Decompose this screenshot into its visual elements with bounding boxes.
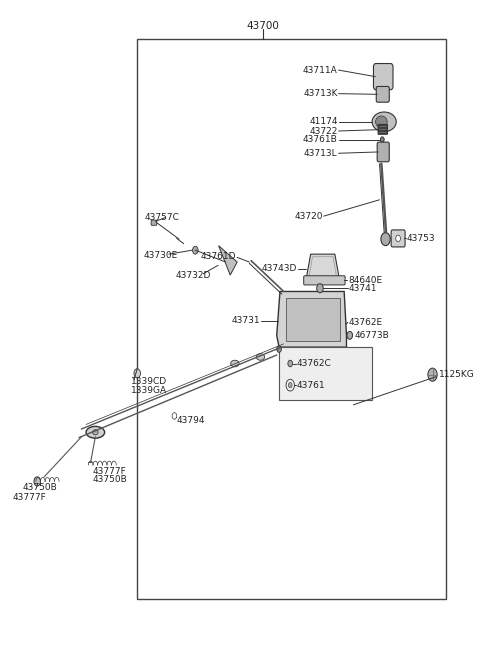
Circle shape (134, 369, 141, 378)
Text: 1125KG: 1125KG (439, 370, 475, 379)
Circle shape (34, 477, 40, 486)
Text: 43762C: 43762C (297, 359, 332, 368)
Text: 43794: 43794 (177, 416, 205, 425)
Polygon shape (277, 291, 347, 347)
Text: 43753: 43753 (407, 234, 435, 243)
FancyBboxPatch shape (391, 230, 405, 247)
Circle shape (277, 346, 281, 352)
FancyBboxPatch shape (151, 220, 157, 225)
Text: 43757C: 43757C (144, 213, 179, 222)
Circle shape (192, 246, 198, 254)
Polygon shape (306, 254, 339, 280)
Polygon shape (218, 246, 237, 275)
Bar (137, 39, 446, 599)
Text: 43777F: 43777F (13, 493, 47, 502)
Text: 43777F: 43777F (93, 467, 127, 476)
Ellipse shape (86, 426, 105, 438)
Text: 46773B: 46773B (354, 331, 389, 340)
Text: 43761D: 43761D (201, 252, 236, 261)
Text: 41174: 41174 (309, 117, 337, 126)
Ellipse shape (372, 112, 396, 132)
FancyBboxPatch shape (373, 64, 393, 90)
Text: 43720: 43720 (294, 212, 323, 221)
Text: 43741: 43741 (349, 284, 377, 293)
FancyBboxPatch shape (377, 142, 389, 162)
Text: 43761B: 43761B (303, 135, 337, 144)
Text: 43732D: 43732D (176, 271, 211, 280)
Text: 43711A: 43711A (303, 66, 337, 75)
Text: 43750B: 43750B (93, 475, 128, 484)
Text: 43762E: 43762E (349, 318, 383, 327)
Text: 43713L: 43713L (304, 149, 337, 158)
Ellipse shape (256, 354, 264, 360)
Circle shape (288, 360, 292, 367)
Ellipse shape (231, 360, 239, 367)
Text: 1339CD: 1339CD (131, 377, 167, 386)
Circle shape (317, 284, 323, 293)
Ellipse shape (93, 430, 98, 435)
Circle shape (396, 235, 400, 242)
Circle shape (428, 368, 437, 381)
Bar (279, 347, 372, 400)
Circle shape (288, 383, 292, 388)
Text: 43722: 43722 (309, 126, 337, 136)
Text: 1339GA: 1339GA (131, 386, 167, 395)
FancyBboxPatch shape (378, 124, 387, 134)
Text: 43713K: 43713K (303, 89, 337, 98)
Text: 43743D: 43743D (261, 264, 297, 273)
Ellipse shape (375, 116, 387, 128)
Text: 43700: 43700 (246, 21, 279, 31)
Circle shape (381, 137, 384, 142)
Text: 43750B: 43750B (23, 483, 57, 493)
Circle shape (347, 331, 352, 339)
Text: 43731: 43731 (232, 316, 261, 326)
Text: 43761: 43761 (297, 381, 325, 390)
Bar (286, 298, 340, 341)
Text: 84640E: 84640E (348, 276, 382, 285)
FancyBboxPatch shape (304, 276, 345, 285)
Circle shape (381, 233, 390, 246)
Text: 43730E: 43730E (143, 251, 178, 260)
FancyBboxPatch shape (376, 86, 389, 102)
